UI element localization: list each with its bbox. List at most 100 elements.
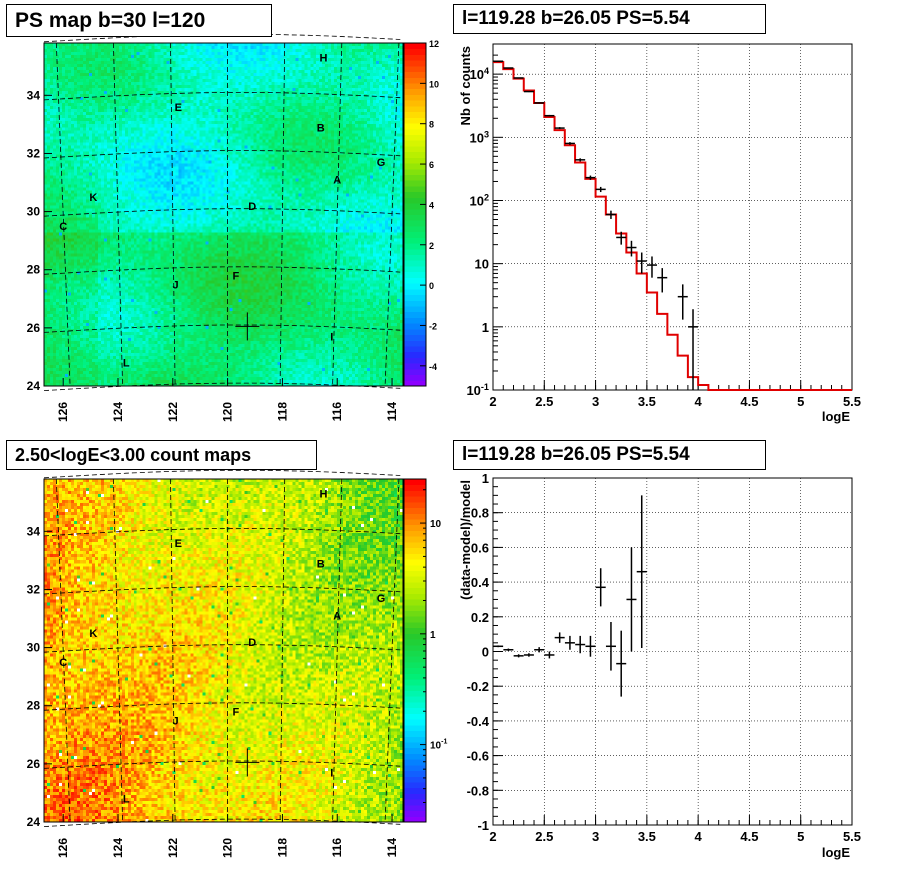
model-histogram <box>493 62 852 390</box>
data-point <box>637 495 647 648</box>
y-tick-label: 30 <box>27 205 41 219</box>
colorbar <box>404 479 426 823</box>
source-label-B: B <box>317 122 325 134</box>
x-tick-label: 2 <box>489 829 496 844</box>
x-tick-label: 4.5 <box>740 829 758 844</box>
data-point <box>555 127 565 129</box>
x-tick-label: 5.5 <box>843 829 861 844</box>
x-tick-label: 2.5 <box>535 829 553 844</box>
source-label-I: I <box>330 332 333 344</box>
y-tick-label: 0.8 <box>471 506 489 521</box>
data-point <box>524 653 534 656</box>
colorbar-tick-label: 10-1 <box>430 739 447 752</box>
panel2-title: l=119.28 b=26.05 PS=5.54 <box>453 4 766 34</box>
data-point <box>565 636 575 650</box>
data-point <box>657 268 667 292</box>
source-label-H: H <box>320 489 328 501</box>
y-tick-label: 30 <box>27 641 41 655</box>
x-tick-label: 122 <box>166 402 180 422</box>
y-tick-label: 0.2 <box>471 610 489 625</box>
x-tick-label: 114 <box>385 402 399 422</box>
source-label-F: F <box>232 707 239 719</box>
source-label-K: K <box>89 628 97 640</box>
source-label-K: K <box>89 192 97 204</box>
data-point <box>493 645 503 647</box>
y-tick-label: -1 <box>477 818 489 833</box>
y-tick-label: 0.4 <box>471 575 490 590</box>
source-label-L: L <box>123 358 130 370</box>
x-tick-label: 5.5 <box>843 394 861 409</box>
data-point <box>596 187 606 192</box>
y-tick-label: 102 <box>469 192 489 208</box>
y-tick-label: -0.4 <box>467 714 490 729</box>
source-label-C: C <box>59 221 67 233</box>
data-point <box>503 649 513 651</box>
source-label-E: E <box>175 538 182 550</box>
x-tick-label: 124 <box>111 838 125 858</box>
y-tick-label: 28 <box>27 699 41 713</box>
y-tick-label: 10-1 <box>466 382 489 398</box>
x-tick-label: 3.5 <box>638 829 656 844</box>
data-point <box>514 654 524 657</box>
source-label-G: G <box>377 157 386 169</box>
y-tick-label: 32 <box>27 582 41 596</box>
x-tick-label: 118 <box>275 838 289 858</box>
data-point <box>514 78 524 79</box>
heatmap-pixels <box>44 479 403 822</box>
data-point <box>524 91 534 92</box>
y-tick-label: 34 <box>27 88 41 102</box>
y-tick-label: 1 <box>482 471 489 486</box>
data-point <box>637 253 647 274</box>
x-tick-label: 120 <box>221 838 235 858</box>
x-tick-label: 120 <box>221 402 235 422</box>
x-tick-label: 5 <box>797 394 804 409</box>
data-point <box>585 636 595 657</box>
x-tick-label: 4 <box>695 829 703 844</box>
panel4-title: l=119.28 b=26.05 PS=5.54 <box>453 440 766 470</box>
colorbar-tick-label: 8 <box>429 120 434 130</box>
data-point <box>626 547 636 651</box>
source-label-J: J <box>172 279 178 291</box>
y-tick-label: 10 <box>475 257 489 272</box>
source-label-I: I <box>330 768 333 780</box>
colorbar-tick-label: 10 <box>429 79 439 89</box>
y-tick-label: -0.2 <box>467 679 489 694</box>
source-label-D: D <box>248 637 256 649</box>
x-tick-label: 3.5 <box>638 394 656 409</box>
x-tick-label: 2.5 <box>535 394 553 409</box>
y-tick-label: 34 <box>27 524 41 538</box>
data-point <box>626 241 636 257</box>
x-tick-label: 116 <box>330 838 344 858</box>
y-tick-label: 28 <box>27 263 41 277</box>
spectrum-frame <box>493 44 852 390</box>
data-point <box>555 632 565 642</box>
y-tick-label: 1 <box>482 320 489 335</box>
source-label-H: H <box>320 53 328 65</box>
y-tick-label: 32 <box>27 146 41 160</box>
colorbar-tick-label: 4 <box>429 200 434 210</box>
data-point <box>606 622 616 671</box>
y-tick-label: 0 <box>482 645 489 660</box>
source-label-A: A <box>333 175 341 187</box>
grid <box>493 478 852 825</box>
x-tick-label: 4 <box>695 394 703 409</box>
y-tick-label: 24 <box>27 815 41 829</box>
source-label-A: A <box>333 611 341 623</box>
data-point <box>647 256 657 277</box>
colorbar-tick-label: -2 <box>429 321 437 331</box>
data-point <box>503 68 513 69</box>
x-tick-label: 116 <box>330 402 344 422</box>
residual-frame <box>493 478 852 825</box>
source-label-L: L <box>123 794 130 806</box>
data-point <box>616 631 626 697</box>
y-axis-label: (data-model)/model <box>458 480 473 600</box>
source-label-J: J <box>172 715 178 727</box>
colorbar-tick-label: 10 <box>430 519 442 530</box>
x-tick-label: 3 <box>592 829 599 844</box>
x-tick-label: 5 <box>797 829 804 844</box>
x-axis-label: logE <box>822 409 850 424</box>
source-label-B: B <box>317 558 325 570</box>
